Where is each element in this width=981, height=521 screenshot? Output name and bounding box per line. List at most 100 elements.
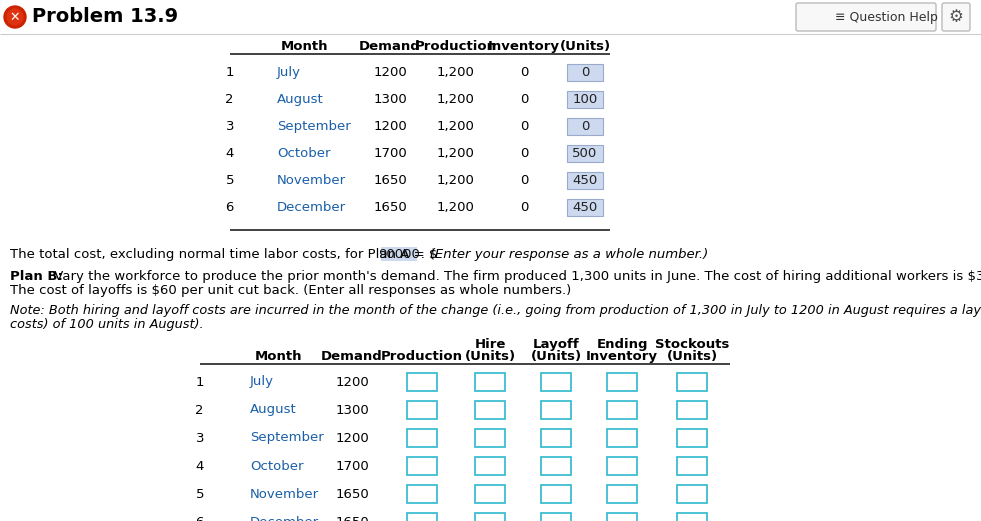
Text: Inventory: Inventory (586, 350, 658, 363)
Bar (677, 457, 707, 475)
Text: The cost of layoffs is $60 per unit cut back. (Enter all responses as whole numb: The cost of layoffs is $60 per unit cut … (10, 284, 571, 297)
Text: 1: 1 (195, 376, 204, 389)
Text: July: July (277, 66, 301, 79)
Bar (607, 429, 637, 447)
Text: (Units): (Units) (531, 350, 582, 363)
Bar (607, 513, 637, 521)
Text: 1,200: 1,200 (438, 66, 475, 79)
Bar (677, 373, 707, 391)
Circle shape (4, 6, 26, 28)
Text: (Units): (Units) (666, 350, 717, 363)
Bar (475, 485, 505, 503)
Text: Problem 13.9: Problem 13.9 (32, 7, 179, 26)
Text: 5: 5 (226, 174, 234, 187)
Text: 1650: 1650 (336, 488, 369, 501)
Text: 0: 0 (520, 174, 528, 187)
Text: 3: 3 (226, 120, 234, 133)
Text: Demand: Demand (359, 40, 421, 53)
Text: 1,200: 1,200 (438, 93, 475, 106)
Text: 0: 0 (581, 120, 590, 133)
Text: October: October (250, 460, 303, 473)
Bar (607, 485, 637, 503)
FancyBboxPatch shape (942, 3, 970, 31)
Text: Stockouts: Stockouts (654, 338, 729, 351)
Text: Production: Production (415, 40, 497, 53)
Text: costs) of 100 units in August).: costs) of 100 units in August). (10, 318, 204, 331)
Text: 1300: 1300 (336, 403, 369, 416)
Circle shape (7, 9, 23, 25)
Bar (475, 373, 505, 391)
Bar (567, 118, 603, 135)
Bar (475, 429, 505, 447)
Text: 1650: 1650 (373, 201, 407, 214)
Text: Note: Both hiring and layoff costs are incurred in the month of the change (i.e.: Note: Both hiring and layoff costs are i… (10, 304, 981, 317)
Text: ≡ Question Help: ≡ Question Help (835, 10, 938, 23)
Bar (567, 172, 603, 189)
Text: 1,200: 1,200 (438, 147, 475, 160)
Text: 0: 0 (520, 120, 528, 133)
Text: 100: 100 (572, 93, 597, 106)
Text: October: October (277, 147, 331, 160)
Text: 1200: 1200 (373, 120, 407, 133)
Bar (541, 485, 571, 503)
Text: Vary the workforce to produce the prior month's demand. The firm produced 1,300 : Vary the workforce to produce the prior … (50, 270, 981, 283)
Bar (407, 373, 437, 391)
Bar (607, 373, 637, 391)
Text: 4: 4 (195, 460, 204, 473)
Text: November: November (277, 174, 346, 187)
Bar (607, 457, 637, 475)
Bar (407, 457, 437, 475)
Text: 90000: 90000 (378, 247, 420, 260)
Text: 0: 0 (520, 201, 528, 214)
Bar (475, 513, 505, 521)
Text: 1,200: 1,200 (438, 201, 475, 214)
Bar (607, 401, 637, 419)
Bar (677, 485, 707, 503)
Bar (541, 373, 571, 391)
Bar (677, 513, 707, 521)
Bar (677, 429, 707, 447)
Text: Plan B:: Plan B: (10, 270, 63, 283)
Bar (541, 401, 571, 419)
Text: 2: 2 (226, 93, 234, 106)
Text: The total cost, excluding normal time labor costs, for Plan A = $: The total cost, excluding normal time la… (10, 248, 441, 261)
Text: December: December (250, 515, 319, 521)
Bar (381, 247, 417, 261)
Text: Ending: Ending (596, 338, 647, 351)
Bar (541, 457, 571, 475)
Text: 6: 6 (195, 515, 204, 521)
Text: 3: 3 (195, 431, 204, 444)
Text: Hire: Hire (474, 338, 505, 351)
Text: 1: 1 (226, 66, 234, 79)
Text: 1200: 1200 (336, 376, 369, 389)
Text: 1300: 1300 (373, 93, 407, 106)
Text: Production: Production (381, 350, 463, 363)
Text: 1650: 1650 (336, 515, 369, 521)
Bar (567, 64, 603, 81)
Text: 2: 2 (195, 403, 204, 416)
Bar (407, 429, 437, 447)
Bar (567, 145, 603, 162)
Bar (541, 513, 571, 521)
Text: 5: 5 (195, 488, 204, 501)
Text: 6: 6 (226, 201, 234, 214)
Bar (407, 485, 437, 503)
Text: ⚙: ⚙ (949, 8, 963, 26)
Bar (475, 457, 505, 475)
Text: August: August (250, 403, 296, 416)
Bar (407, 401, 437, 419)
Text: (Units): (Units) (559, 40, 610, 53)
Bar (541, 429, 571, 447)
Text: (Units): (Units) (464, 350, 516, 363)
FancyBboxPatch shape (796, 3, 936, 31)
Text: 0: 0 (581, 66, 590, 79)
Text: 1700: 1700 (373, 147, 407, 160)
Text: . (Enter your response as a whole number.): . (Enter your response as a whole number… (417, 248, 708, 261)
Text: 1200: 1200 (336, 431, 369, 444)
Text: November: November (250, 488, 319, 501)
Text: Month: Month (282, 40, 329, 53)
Text: 4: 4 (226, 147, 234, 160)
Text: 500: 500 (572, 147, 597, 160)
Text: 1,200: 1,200 (438, 120, 475, 133)
Text: Inventory: Inventory (488, 40, 560, 53)
